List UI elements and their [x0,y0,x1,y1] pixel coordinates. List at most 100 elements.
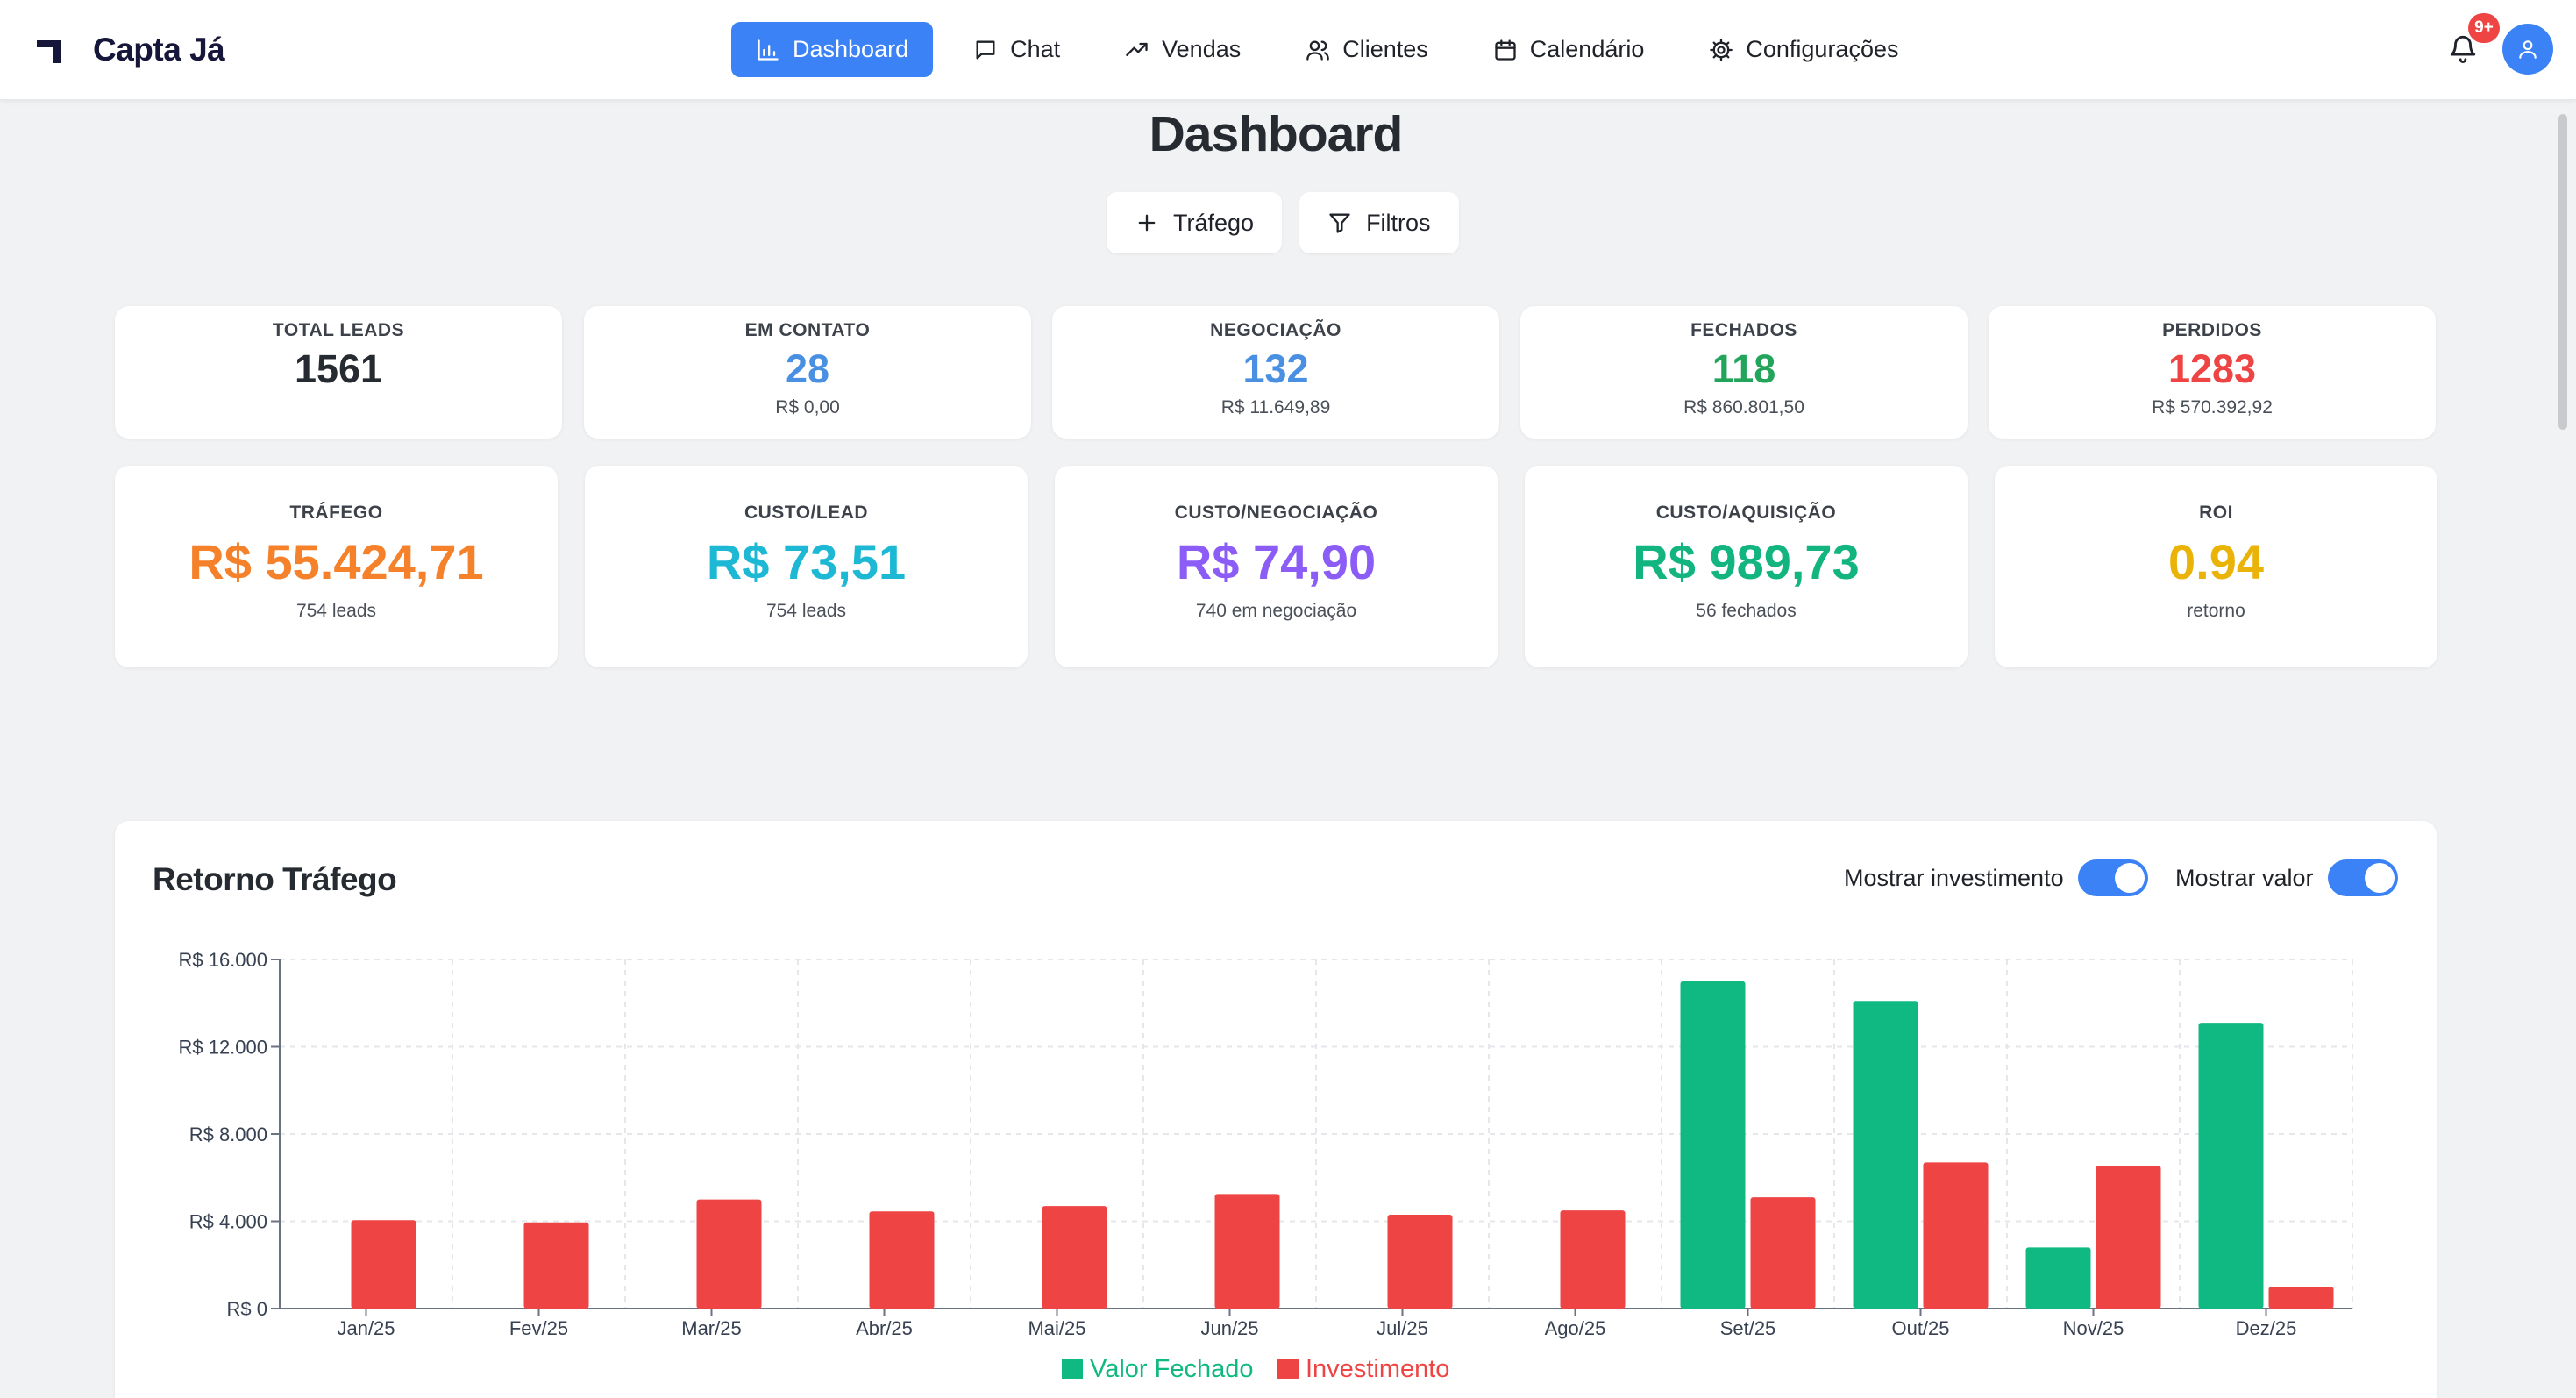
scrollbar[interactable] [2558,114,2567,430]
avatar[interactable] [2502,24,2553,75]
bar-valor-fechado [1680,981,1746,1309]
chat-icon [976,40,995,60]
metric-label: TRÁFEGO [289,503,383,523]
filter-icon [1329,213,1350,233]
stat-label: PERDIDOS [2162,320,2262,340]
x-tick-label: Set/25 [1720,1317,1776,1339]
gear-icon [1710,38,1733,61]
brand-logo-icon [37,37,63,63]
page-actions: Tráfego Filtros [1107,192,1477,253]
y-tick-label: R$ 12.000 [178,1037,267,1059]
metric-sub: 754 leads [295,601,377,621]
x-tick-label: Mar/25 [681,1317,741,1339]
plus-icon [1138,214,1156,232]
bar-valor-fechado [1853,1001,1918,1309]
stat-card-negociacao: NEGOCIAÇÃO 132 R$ 11.649,89 [1052,306,1499,439]
x-tick-label: Dez/25 [2236,1317,2297,1339]
bar-investimento [351,1220,416,1309]
nav-clientes[interactable]: Clientes [1281,22,1453,77]
toggle-switch[interactable] [2077,859,2148,896]
stat-card-total-leads: TOTAL LEADS 1561 [115,306,562,439]
metric-value: R$ 55.424,71 [189,534,484,589]
metric-card-custo-aquisicao: CUSTO/AQUISIÇÃO R$ 989,73 56 fechados [1525,466,1968,667]
toggle-show-value[interactable]: Mostrar valor [2175,859,2398,896]
metric-value: 0.94 [2168,534,2264,589]
metric-card-custo-negociacao: CUSTO/NEGOCIAÇÃO R$ 74,90 740 em negocia… [1055,466,1498,667]
stat-value: 1561 [294,346,383,391]
nav-dashboard[interactable]: Dashboard [731,22,934,77]
bar-investimento [696,1199,762,1309]
add-traffic-button[interactable]: Tráfego [1107,192,1283,253]
stat-label: FECHADOS [1690,320,1797,340]
toggle-show-value-label: Mostrar valor [2175,864,2314,891]
bar-investimento [1214,1194,1280,1309]
nav-calendario-label: Calendário [1529,36,1645,62]
main-nav: Dashboard Chat Vendas Clientes Calendári… [731,22,1939,77]
bar-investimento [523,1222,589,1309]
users-icon [1306,40,1330,61]
trending-up-icon [1126,42,1148,56]
notification-badge: 9+ [2468,13,2500,43]
stat-value: 132 [1242,346,1309,391]
metric-label: CUSTO/LEAD [744,503,869,523]
bell-icon[interactable] [2448,33,2478,63]
stat-card-fechados: FECHADOS 118 R$ 860.801,50 [1520,306,1968,439]
metric-card-roi: ROI 0.94 retorno [1995,466,2437,667]
nav-configuracoes-label: Configurações [1746,36,1899,62]
metric-value: R$ 74,90 [1176,534,1377,589]
brand-name: Capta Já [93,32,225,68]
metric-sub: retorno [2187,601,2245,621]
bar-valor-fechado [2025,1247,2091,1309]
y-tick-label: R$ 0 [227,1298,267,1320]
stat-label: TOTAL LEADS [272,320,405,340]
bar-investimento [1923,1162,1989,1309]
toggle-show-investment-label: Mostrar investimento [1844,864,2064,891]
nav-calendario[interactable]: Calendário [1469,22,1669,77]
bar-investimento [2268,1287,2334,1309]
stat-value: 118 [1711,346,1776,391]
chart-title: Retorno Tráfego [153,861,397,897]
stat-sub: R$ 570.392,92 [2152,397,2273,417]
metric-sub: 740 em negociação [1195,601,1357,621]
toggle-switch[interactable] [2327,859,2398,896]
stat-card-em-contato: EM CONTATO 28 R$ 0,00 [584,306,1031,439]
stat-label: NEGOCIAÇÃO [1210,320,1341,340]
bar-investimento [1042,1206,1107,1309]
chart-panel: Retorno Tráfego Mostrar investimento Mos… [115,821,2437,1398]
stat-value: 1283 [2167,346,2257,391]
bar-chart: R$ 0 R$ 4.000 R$ 8.000 R$ 12.000 R$ 16.000 Ja… [178,949,2353,1383]
bar-investimento [1560,1210,1626,1309]
stat-sub: R$ 860.801,50 [1683,397,1804,417]
toggle-show-investment[interactable]: Mostrar investimento [1844,859,2148,896]
bar-investimento [869,1211,935,1309]
x-tick-label: Abr/25 [856,1317,913,1339]
stat-label: EM CONTATO [744,320,871,340]
legend-label: Valor Fechado [1090,1355,1253,1383]
x-tick-label: Jul/25 [1377,1317,1428,1339]
stat-value: 28 [785,346,830,391]
bar-investimento [1750,1197,1816,1309]
bar-chart-icon [758,39,779,61]
x-tick-label: Fev/25 [509,1317,568,1339]
bar-valor-fechado [2198,1023,2264,1309]
page-title: Dashboard [1149,106,1404,162]
stat-sub: R$ 11.649,89 [1220,397,1331,417]
nav-configuracoes[interactable]: Configurações [1684,22,1923,77]
add-traffic-label: Tráfego [1173,209,1255,236]
legend-swatch [1277,1359,1299,1379]
nav-vendas-label: Vendas [1162,36,1242,62]
legend-swatch [1062,1359,1083,1379]
brand[interactable]: Capta Já [37,30,225,70]
x-tick-label: Mai/25 [1028,1317,1085,1339]
x-tick-label: Jun/25 [1200,1317,1258,1339]
bar-investimento [2096,1166,2161,1309]
metric-sub: 56 fechados [1696,601,1797,621]
top-navbar: Capta Já Dashboard Chat Vendas Clientes [0,0,2576,100]
nav-chat[interactable]: Chat [949,22,1085,77]
legend-label: Investimento [1306,1355,1449,1383]
nav-chat-label: Chat [1010,36,1061,62]
metric-label: CUSTO/NEGOCIAÇÃO [1174,503,1378,523]
filters-button[interactable]: Filtros [1299,192,1459,253]
stat-sub: R$ 0,00 [775,397,840,417]
nav-vendas[interactable]: Vendas [1100,22,1265,77]
